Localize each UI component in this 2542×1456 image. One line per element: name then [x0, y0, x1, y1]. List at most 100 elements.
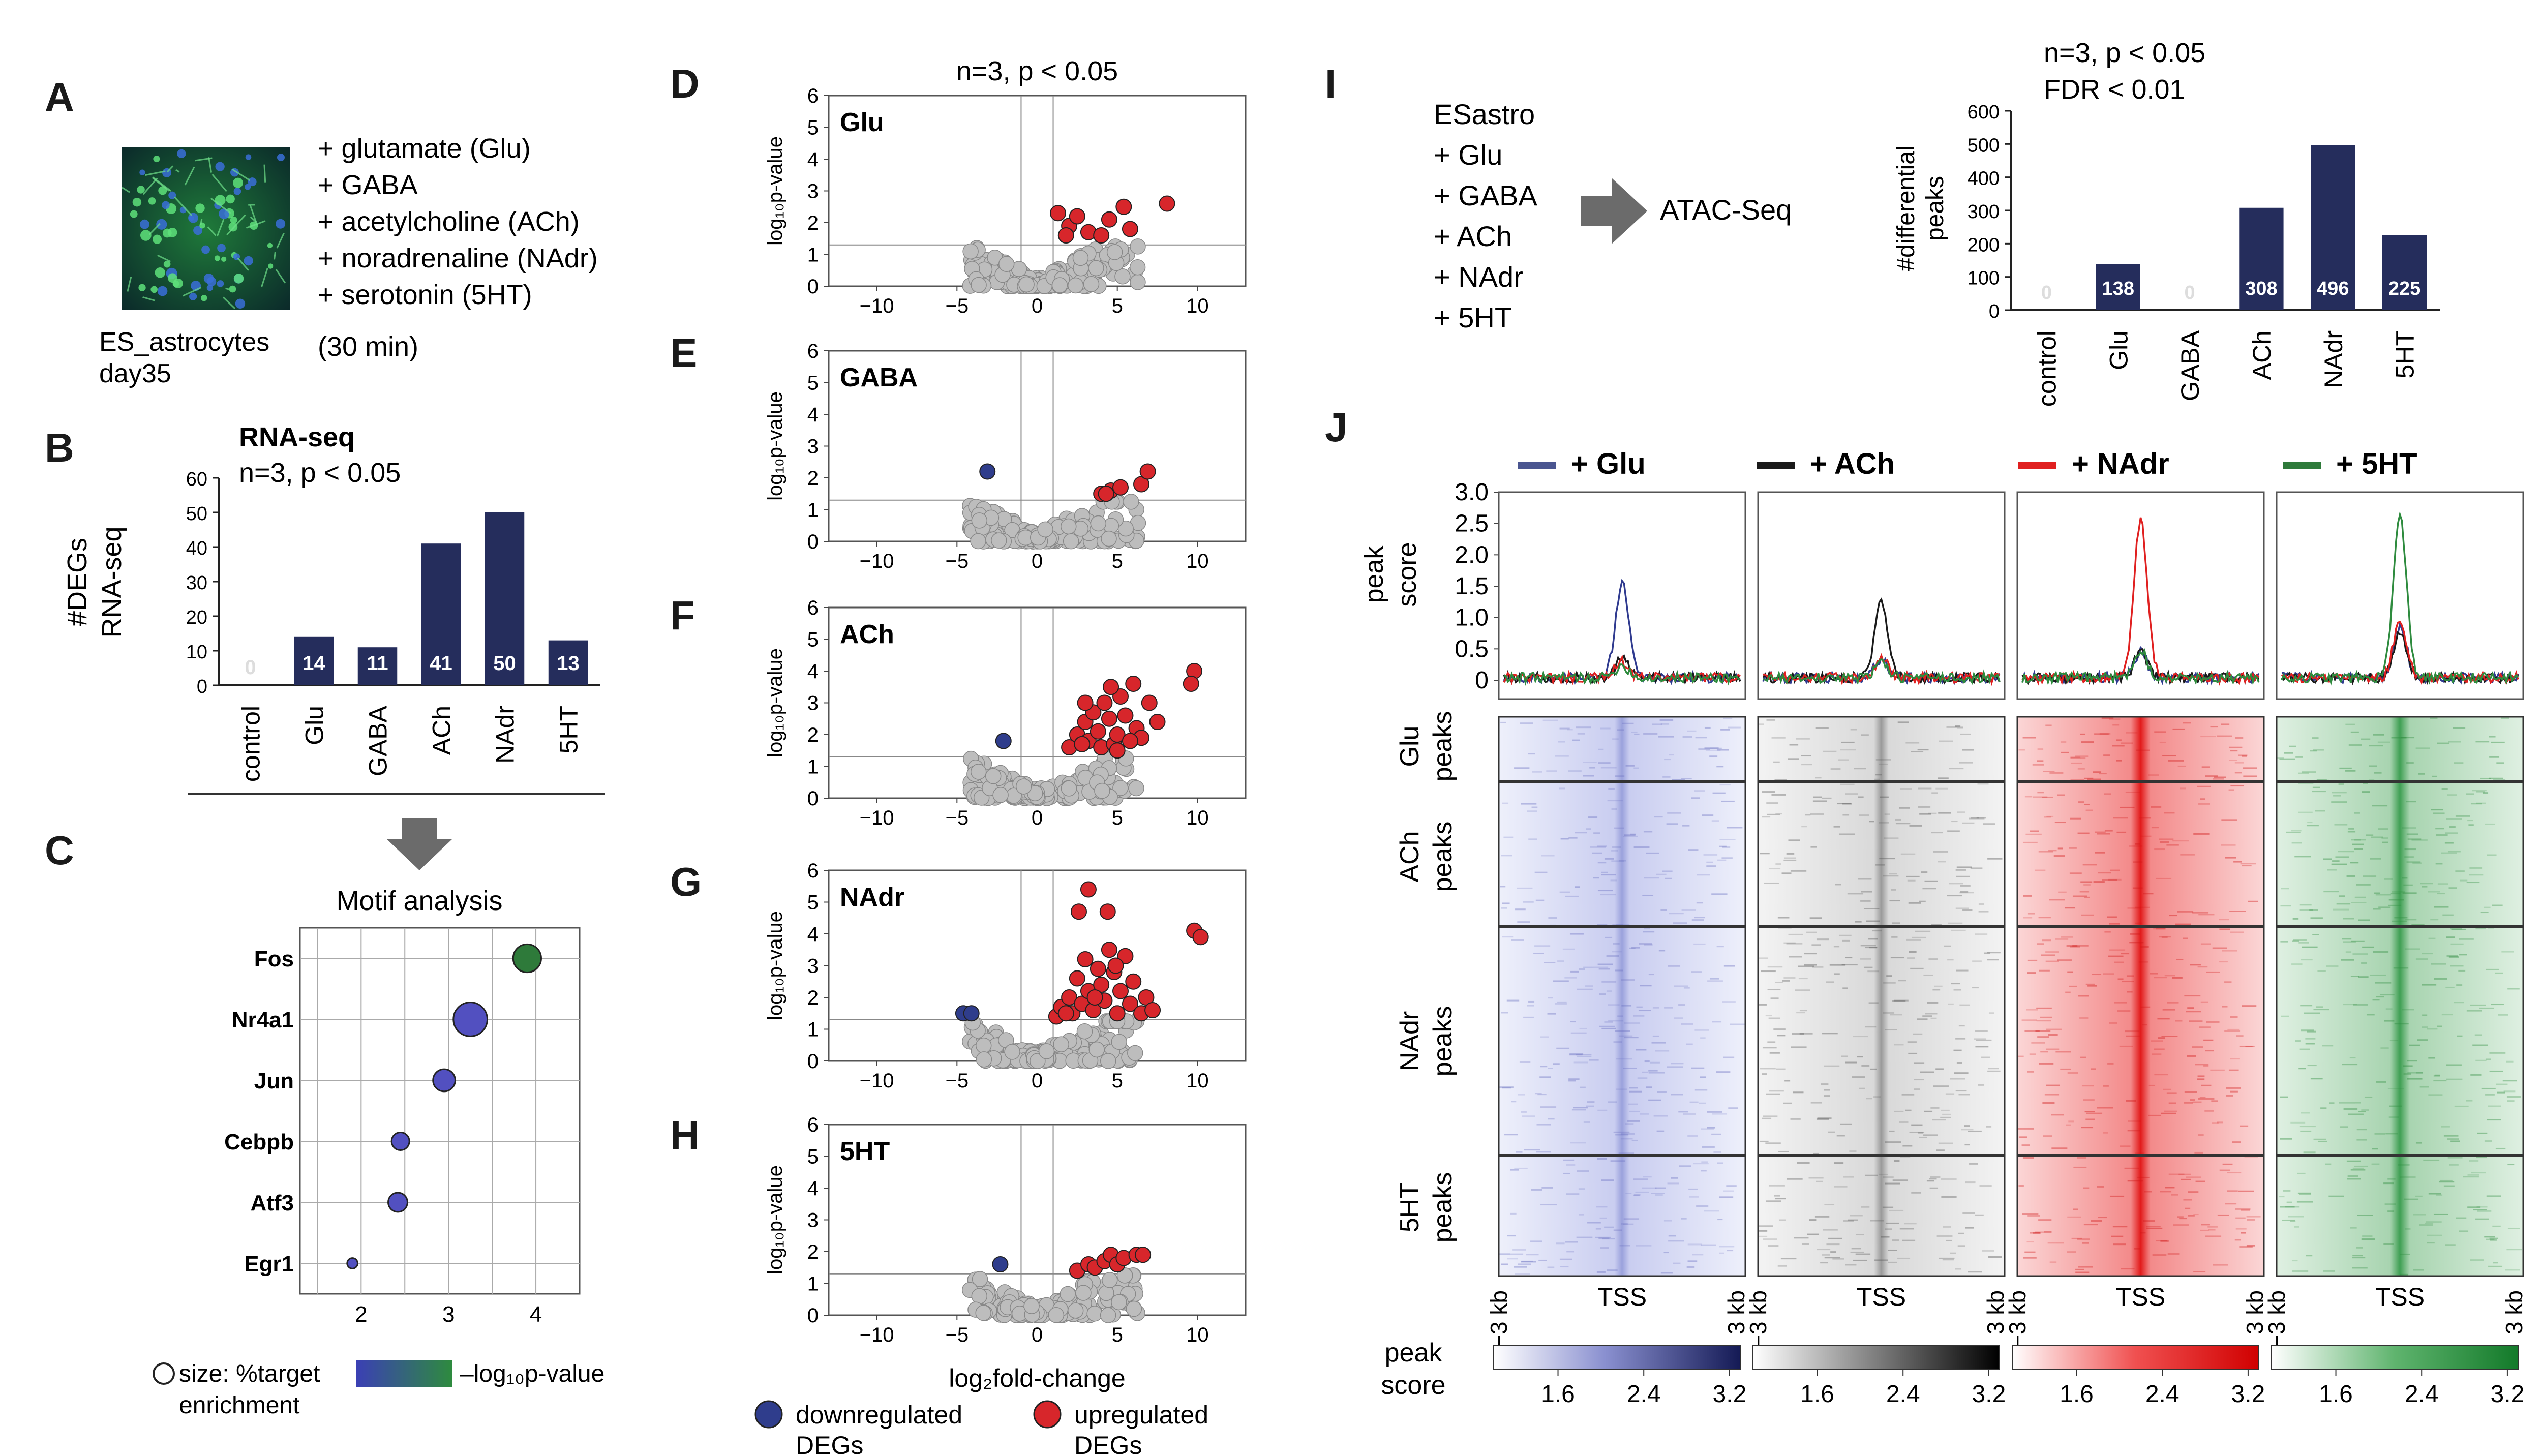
bar-value-label: 496 — [2317, 278, 2349, 299]
cell-process — [166, 165, 174, 173]
heatmap-signal-streak — [1775, 981, 1783, 983]
heatmap-signal-streak — [2097, 1107, 2113, 1109]
ns-gene-point — [1088, 260, 1104, 277]
heatmap-signal-streak — [1500, 721, 1506, 723]
heatmap-signal-streak — [1633, 846, 1650, 848]
heatmap-signal-streak — [1823, 1229, 1838, 1231]
heatmap-signal-streak — [2232, 1141, 2241, 1143]
heatmap-signal-streak — [1987, 952, 2001, 954]
heatmap-signal-streak — [2362, 946, 2374, 948]
heatmap-signal-streak — [1691, 797, 1700, 799]
heatmap-signal-streak — [2037, 748, 2044, 750]
heatmap-signal-streak — [2236, 1035, 2244, 1037]
x-tick-label: GABA — [364, 705, 392, 776]
heatmap-signal-streak — [1565, 895, 1579, 897]
heatmap-signal-streak — [1541, 1187, 1553, 1189]
heatmap-signal-streak — [1968, 1130, 1982, 1132]
heatmap-signal-streak — [2037, 1036, 2049, 1038]
heatmap-signal-streak — [2027, 959, 2038, 961]
heatmap-signal-streak — [2048, 1034, 2058, 1036]
heatmap-signal-streak — [2333, 908, 2349, 911]
heatmap-signal-streak — [1607, 800, 1623, 802]
heatmap-signal-streak — [2035, 869, 2046, 871]
heatmap-signal-streak — [1730, 1023, 1746, 1025]
heatmap-signal-streak — [2419, 1086, 2429, 1088]
upregulated-point — [1149, 714, 1166, 730]
heatmap-signal-streak — [1644, 1060, 1650, 1063]
upregulated-point — [1057, 1005, 1074, 1022]
heatmap-signal-streak — [2041, 954, 2055, 956]
heatmap-signal-streak — [1761, 970, 1776, 973]
heatmap-signal-streak — [2445, 1244, 2456, 1246]
colorbar-5HT: 1.6 2.4 3.2 — [2271, 1345, 2524, 1408]
heatmap-signal-streak — [1652, 1035, 1660, 1037]
heatmap-signal-streak — [1817, 1117, 1832, 1119]
heatmap-signal-streak — [2378, 828, 2388, 830]
heatmap-signal-streak — [2307, 822, 2313, 824]
heatmap-signal-streak — [1919, 813, 1931, 815]
colorbar-tick-label: 1.6 — [2319, 1381, 2353, 1408]
heatmap-signal-streak — [2222, 950, 2237, 952]
upregulated-point — [1098, 486, 1114, 502]
heatmap-signal-streak — [1512, 1249, 1526, 1251]
heatmap-signal-streak — [1911, 1124, 1923, 1126]
upregulated-point — [1050, 205, 1066, 222]
heatmap-signal-streak — [1824, 1089, 1830, 1091]
heatmap-signal-streak — [2117, 978, 2124, 980]
heatmap-signal-streak — [1588, 816, 1598, 818]
y-tick-label: 6 — [807, 597, 819, 619]
heatmap-signal-streak — [1872, 930, 1882, 932]
heatmap-signal-streak — [2143, 893, 2154, 895]
heatmap-signal-streak — [2203, 1065, 2209, 1067]
heatmap-signal-streak — [2219, 928, 2230, 930]
heatmap-signal-streak — [1558, 741, 1565, 743]
heatmap-signal-streak — [1841, 1055, 1849, 1057]
heatmap-signal-streak — [1854, 768, 1866, 770]
heatmap-signal-streak — [2467, 820, 2473, 822]
heatmap-signal-streak — [1570, 1032, 1587, 1034]
heatmap-signal-streak — [1703, 854, 1718, 856]
heatmap-signal-streak — [2425, 1221, 2442, 1223]
heatmap-signal-streak — [2422, 1014, 2428, 1016]
heatmap-signal-streak — [1531, 1189, 1542, 1191]
heatmap-signal-streak — [1625, 765, 1635, 767]
x-tick-label: 5HT — [555, 706, 583, 753]
upregulated-point — [1109, 1005, 1126, 1022]
heatmap-signal-streak — [2434, 978, 2447, 980]
heatmap-signal-streak — [1619, 860, 1626, 862]
heatmap-signal-streak — [1962, 1212, 1975, 1214]
panel-letter-a: A — [45, 74, 74, 119]
x-tick-label: 3 kb — [2501, 1290, 2527, 1334]
heatmap-signal-streak — [2369, 765, 2377, 767]
cell-process — [246, 220, 266, 229]
heatmap-signal-streak — [1797, 1162, 1810, 1164]
x-tick-label: 3 — [442, 1302, 455, 1327]
heatmap-signal-streak — [1563, 1159, 1575, 1161]
heatmap-signal-streak — [1930, 1176, 1941, 1178]
heatmap-signal-streak — [1539, 1076, 1551, 1078]
heatmap-signal-streak — [2116, 739, 2122, 741]
heatmap-signal-streak — [2404, 848, 2416, 851]
heatmap-signal-streak — [2200, 943, 2211, 945]
legend-nadr-label: + NAdr — [2072, 447, 2169, 480]
ns-gene-point — [1076, 1023, 1093, 1040]
astrocyte-caption-line1: ES_astrocytes — [99, 327, 269, 357]
bar-GABA — [357, 647, 398, 685]
heatmap-signal-streak — [1527, 810, 1537, 812]
heatmap-signal-streak — [2450, 965, 2464, 967]
y-tick-label: 2 — [807, 987, 819, 1009]
heatmap-signal-streak — [1841, 964, 1858, 966]
heatmap-signal-streak — [1598, 748, 1604, 750]
heatmap-signal-streak — [2303, 1151, 2316, 1154]
profile-ACh — [1757, 491, 2006, 700]
motif-dot-Egr1 — [346, 1257, 358, 1269]
heatmap-signal-streak — [2230, 1090, 2238, 1093]
heatmap-signal-streak — [1707, 1127, 1715, 1129]
heatmap-signal-streak — [2331, 863, 2347, 865]
heatmap-signal-streak — [1583, 762, 1597, 764]
heatmap-signal-streak — [2083, 1099, 2095, 1101]
heatmap-signal-streak — [2067, 971, 2073, 973]
heatmap-signal-streak — [2469, 1160, 2479, 1162]
heatmap-signal-streak — [2343, 1108, 2358, 1110]
heatmap-signal-streak — [2349, 1057, 2356, 1059]
